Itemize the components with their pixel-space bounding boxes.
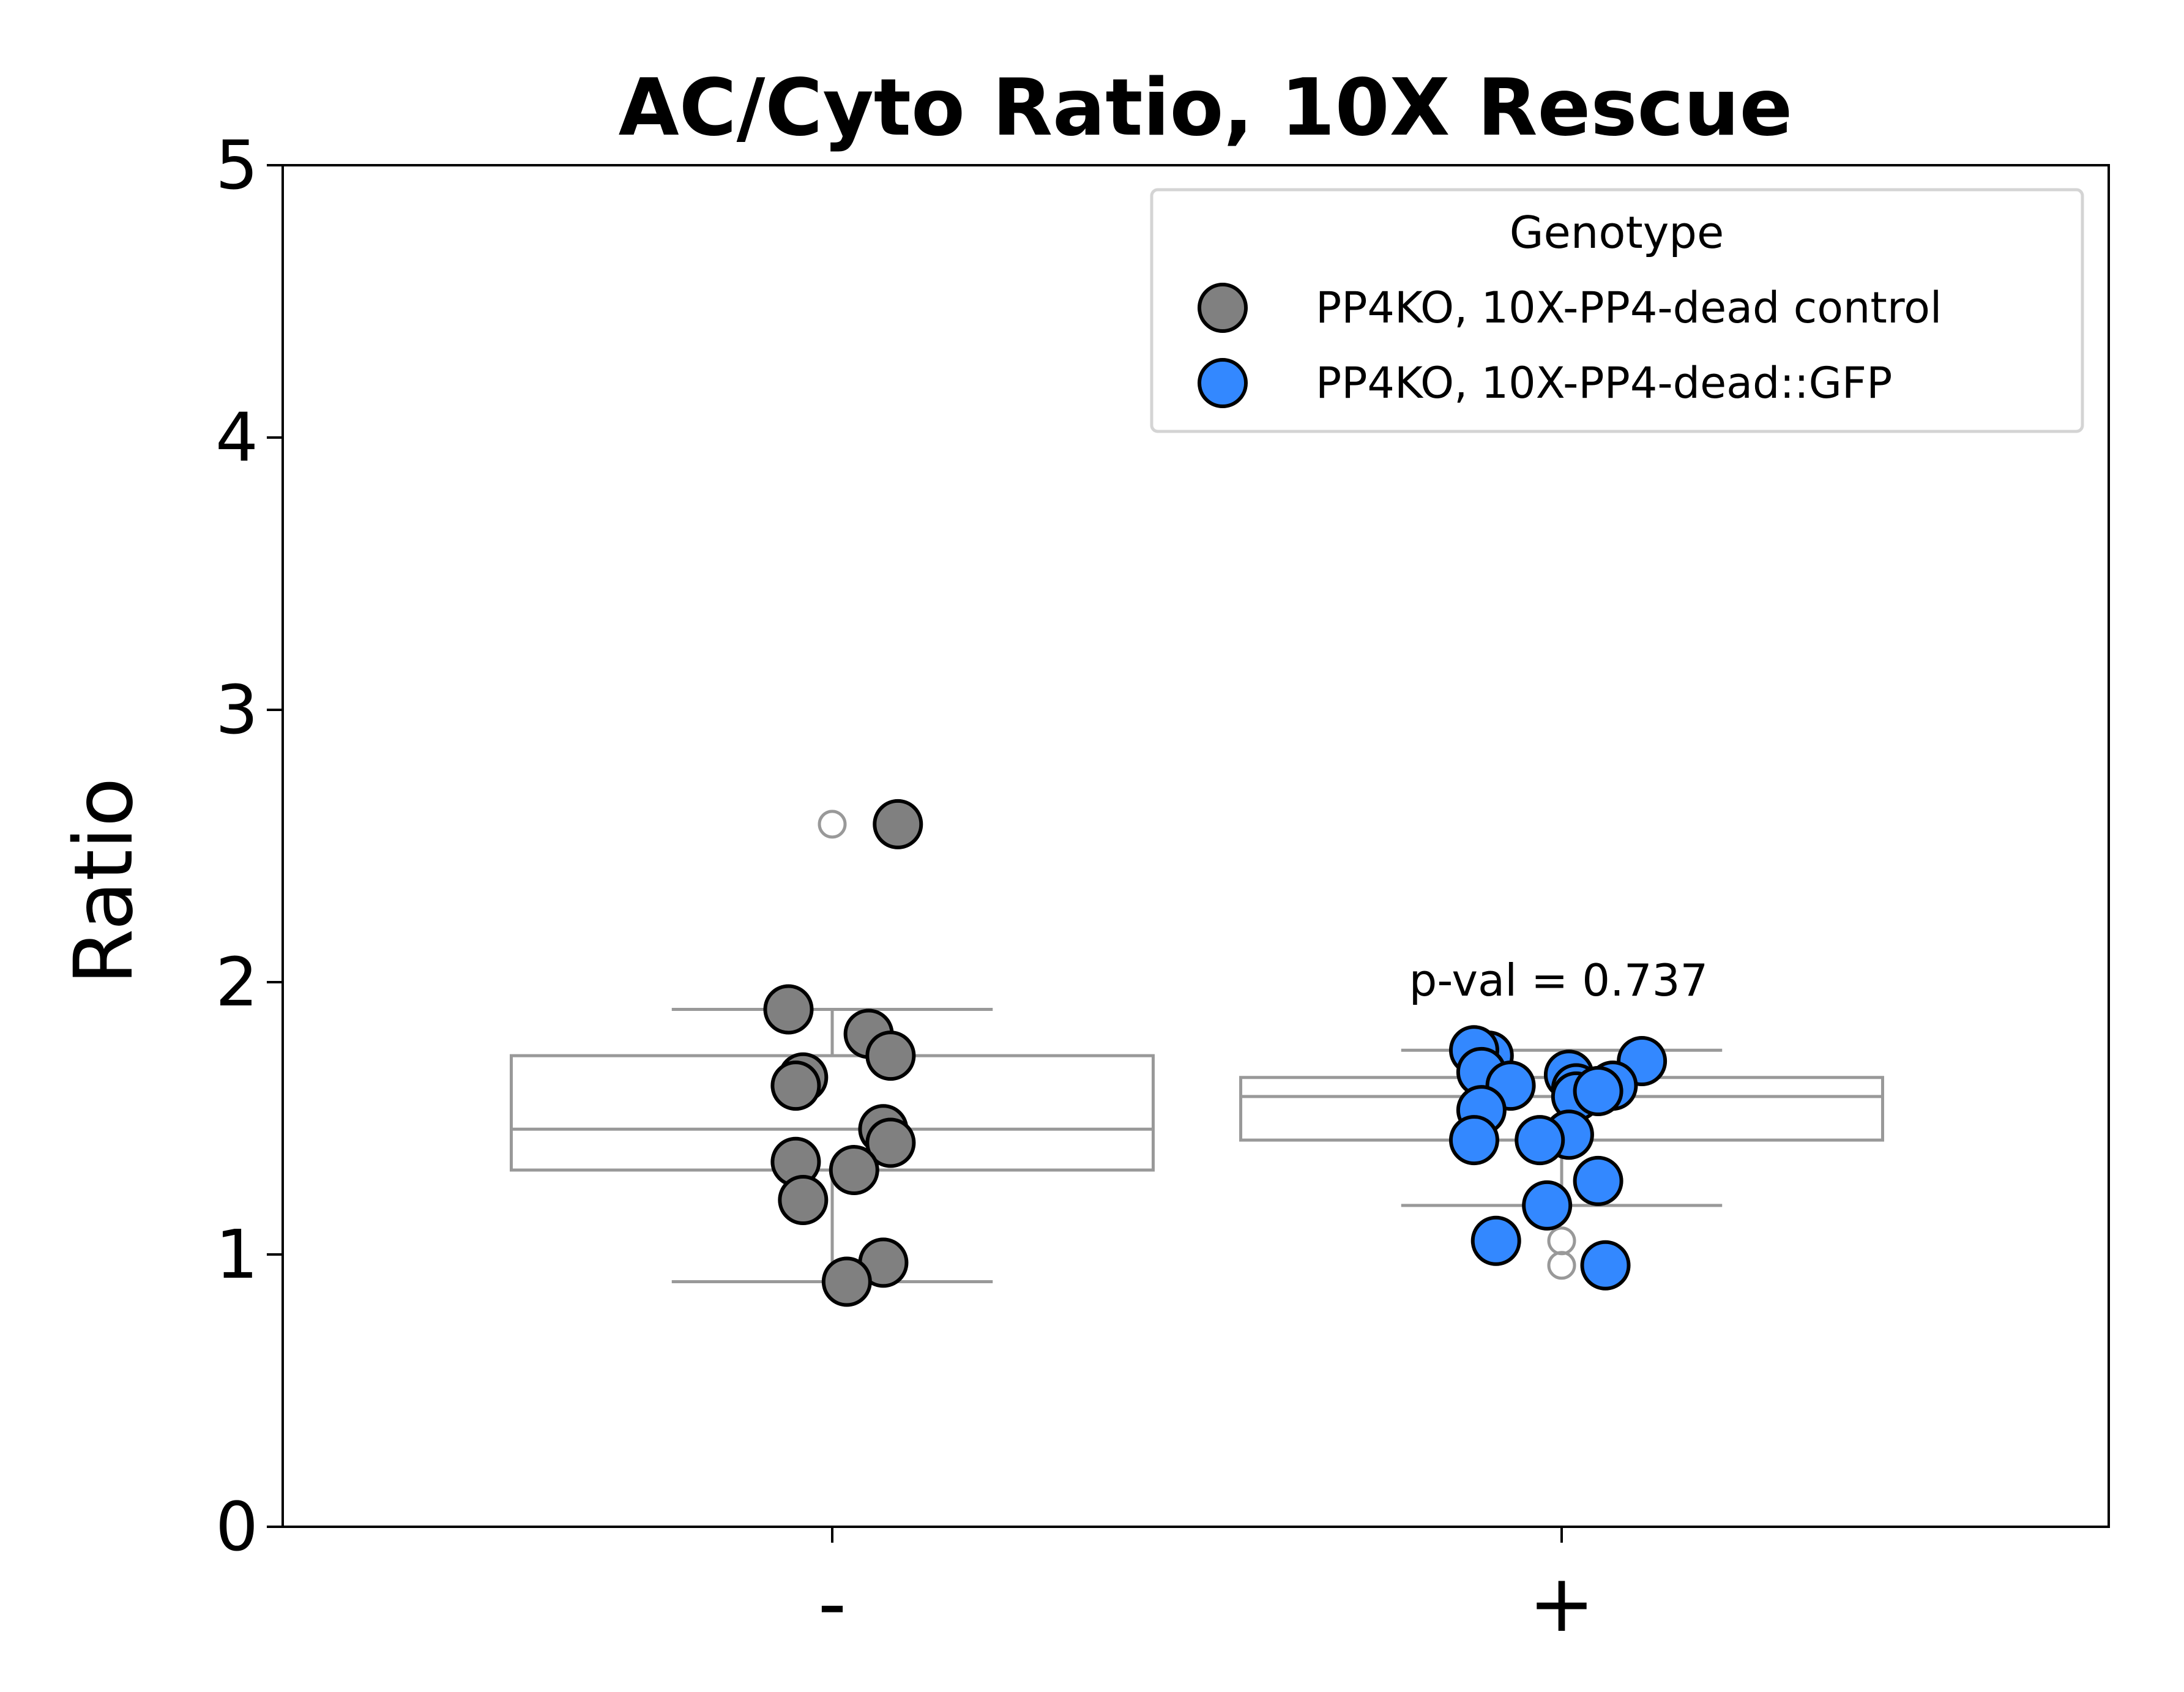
data-point — [1573, 1155, 1623, 1206]
data-point — [1580, 1240, 1631, 1291]
data-point — [1515, 1115, 1565, 1166]
y-tick-label: 3 — [215, 671, 258, 749]
box-body — [510, 1054, 1155, 1172]
series-control — [763, 799, 923, 1307]
point-layer — [763, 799, 1668, 1307]
legend-marker-gfp — [1198, 358, 1248, 408]
data-point — [873, 799, 923, 849]
y-tick-label: 0 — [215, 1488, 258, 1566]
plot-frame — [281, 164, 2110, 1528]
legend-title: Genotype — [1510, 207, 1724, 258]
x-tick-label: + — [1529, 1557, 1595, 1650]
data-point — [865, 1030, 916, 1081]
x-tick-label: - — [818, 1557, 847, 1650]
data-point — [763, 984, 814, 1035]
data-point — [821, 1256, 872, 1307]
legend-label-control: PP4KO, 10X-PP4-dead control — [1316, 283, 1942, 333]
legend-label-gfp: PP4KO, 10X-PP4-dead::GFP — [1316, 358, 1892, 408]
legend: Genotype PP4KO, 10X-PP4-dead control PP4… — [1150, 188, 2084, 433]
y-tick-label: 5 — [215, 126, 258, 204]
data-point — [1522, 1180, 1573, 1231]
y-tick-label: 1 — [215, 1215, 258, 1294]
chart-title: AC/Cyto Ratio, 10X Rescue — [619, 62, 1793, 154]
series-gfp — [1448, 1025, 1668, 1291]
outlier-point — [1547, 1251, 1576, 1280]
outlier-point — [818, 810, 847, 839]
y-tick-label: 2 — [215, 943, 258, 1021]
y-axis-label: Ratio — [57, 778, 151, 985]
x-axis-ticks: - + — [818, 1527, 1595, 1650]
y-tick-label: 4 — [215, 398, 258, 477]
y-axis-ticks: 0 1 2 3 4 5 — [215, 126, 283, 1566]
data-point — [865, 1117, 916, 1168]
data-point — [770, 1060, 821, 1111]
data-point — [1470, 1215, 1521, 1266]
legend-marker-control — [1198, 283, 1248, 333]
data-point — [1448, 1115, 1499, 1166]
data-point — [829, 1145, 879, 1196]
legend-frame — [1150, 188, 2084, 433]
data-point — [1573, 1066, 1623, 1116]
p-value-annotation: p-val = 0.737 — [1409, 955, 1709, 1006]
data-point — [778, 1175, 829, 1225]
